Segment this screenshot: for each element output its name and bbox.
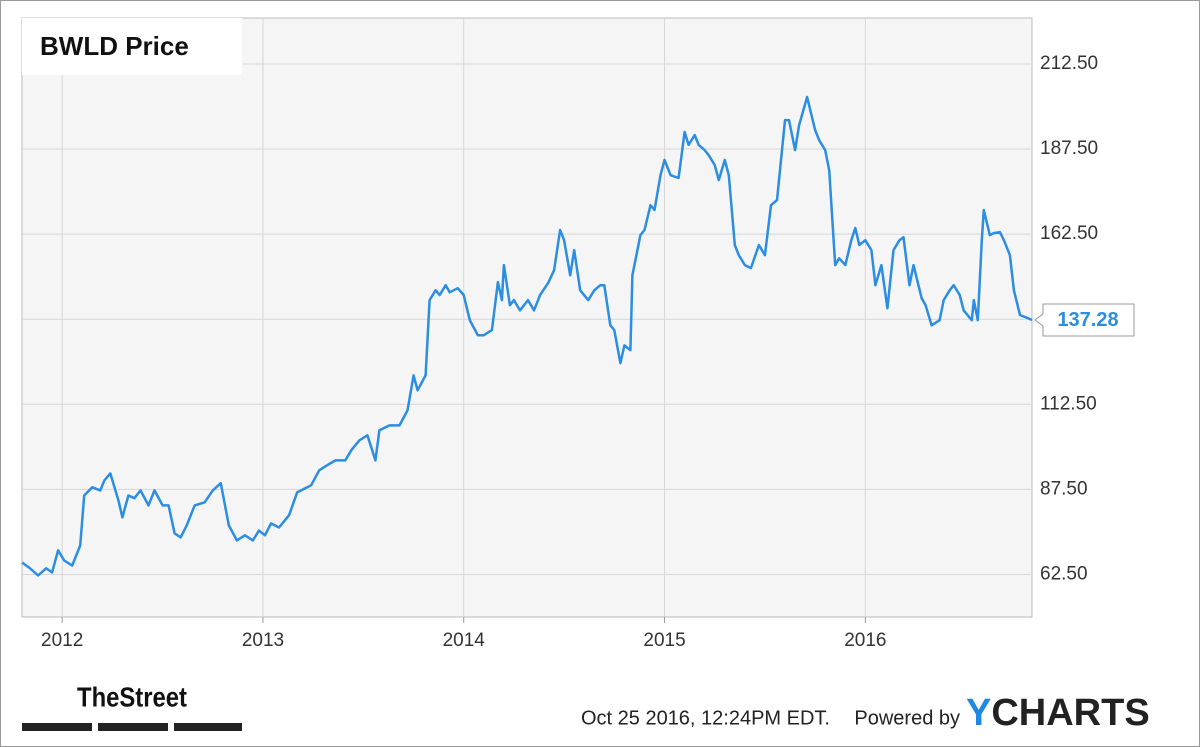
logo-bar bbox=[174, 723, 242, 731]
price-line bbox=[21, 95, 1033, 577]
x-tick-label: 2013 bbox=[242, 630, 284, 651]
logo-bar bbox=[98, 723, 168, 731]
logo-bar bbox=[22, 723, 92, 731]
y-tick-label: 187.50 bbox=[1040, 138, 1098, 159]
y-tick-label: 62.50 bbox=[1040, 563, 1088, 584]
x-tick-label: 2014 bbox=[443, 630, 486, 651]
last-value-label: 137.28 bbox=[1057, 309, 1118, 331]
powered-by: Powered by bbox=[854, 707, 960, 729]
y-tick-label: 212.50 bbox=[1040, 53, 1098, 74]
source-logo: TheStreet bbox=[77, 681, 187, 712]
brand-logo: YCHARTS bbox=[966, 692, 1150, 734]
y-tick-label: 87.50 bbox=[1040, 478, 1088, 499]
last-value-box bbox=[1034, 303, 1135, 337]
x-tick-label: 2015 bbox=[643, 630, 685, 651]
x-tick-label: 2012 bbox=[41, 630, 83, 651]
title-box bbox=[22, 18, 242, 75]
chart-title: BWLD Price bbox=[40, 31, 189, 61]
y-tick-label: 112.50 bbox=[1040, 393, 1097, 414]
y-tick-label: 162.50 bbox=[1040, 223, 1098, 244]
x-tick-label: 2016 bbox=[844, 630, 886, 651]
timestamp: Oct 25 2016, 12:24PM EDT. bbox=[581, 707, 830, 729]
